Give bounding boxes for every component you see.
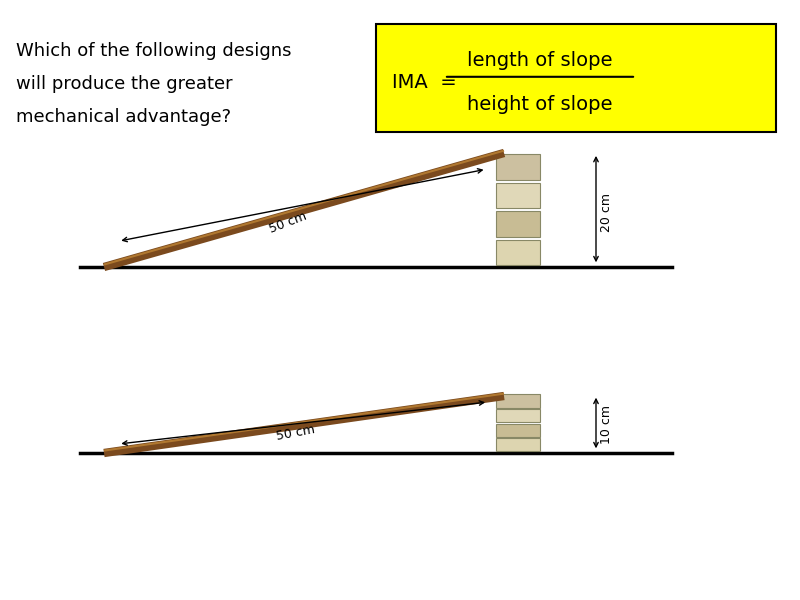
Text: will produce the greater: will produce the greater	[16, 75, 233, 93]
FancyBboxPatch shape	[376, 24, 776, 132]
Text: 50 cm: 50 cm	[267, 210, 309, 236]
Bar	[496, 424, 540, 437]
Text: mechanical advantage?: mechanical advantage?	[16, 108, 231, 126]
Text: height of slope: height of slope	[467, 95, 613, 115]
Bar	[496, 154, 540, 180]
Bar	[496, 182, 540, 208]
Bar	[496, 438, 540, 451]
Text: 50 cm: 50 cm	[275, 423, 317, 443]
Text: length of slope: length of slope	[467, 50, 613, 70]
Bar	[496, 211, 540, 236]
Bar	[496, 239, 540, 265]
Bar	[496, 409, 540, 422]
Text: Which of the following designs: Which of the following designs	[16, 42, 291, 60]
Text: IMA  =: IMA =	[392, 73, 463, 92]
Bar	[496, 394, 540, 407]
Text: 10 cm: 10 cm	[600, 406, 613, 444]
Text: 20 cm: 20 cm	[600, 193, 613, 232]
